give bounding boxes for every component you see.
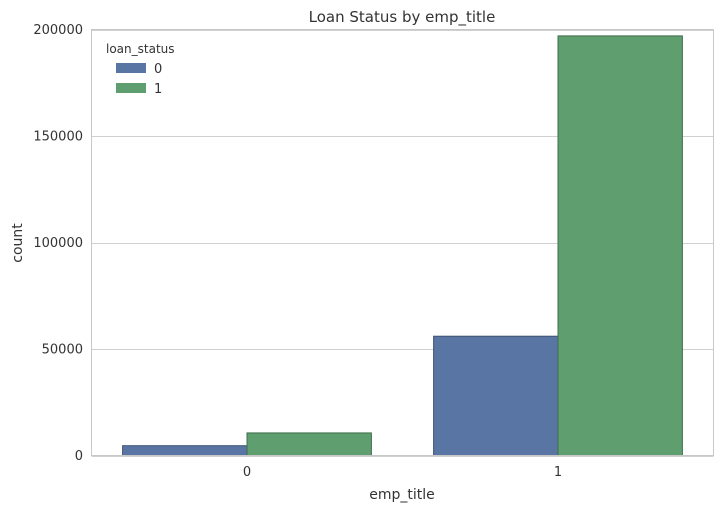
y-tick-label: 50000: [42, 343, 83, 358]
y-axis-ticks: 0 50000 100000 150000 200000: [33, 23, 83, 464]
legend-label-0: 0: [154, 62, 162, 77]
plot-frame: [91, 29, 714, 456]
y-axis-label: count: [10, 223, 26, 263]
legend: loan_status 0 1: [106, 42, 175, 97]
bar-1-0: [246, 432, 372, 456]
y-tick-label: 150000: [33, 130, 83, 145]
legend-label-1: 1: [154, 82, 162, 97]
y-tick-label: 100000: [33, 236, 83, 251]
legend-swatch-1: [116, 83, 146, 93]
bar-1-1: [557, 35, 683, 456]
y-tick-label: 0: [75, 449, 83, 464]
legend-swatch-0: [116, 63, 146, 73]
legend-title: loan_status: [106, 42, 175, 56]
x-axis-label: emp_title: [369, 487, 435, 503]
x-tick-label: 1: [554, 465, 562, 480]
x-tick-label: 0: [243, 465, 251, 480]
bar-0-1: [433, 335, 559, 456]
y-tick-label: 200000: [33, 23, 83, 38]
bar-0-0: [122, 445, 248, 456]
chart-title: Loan Status by emp_title: [309, 8, 496, 27]
